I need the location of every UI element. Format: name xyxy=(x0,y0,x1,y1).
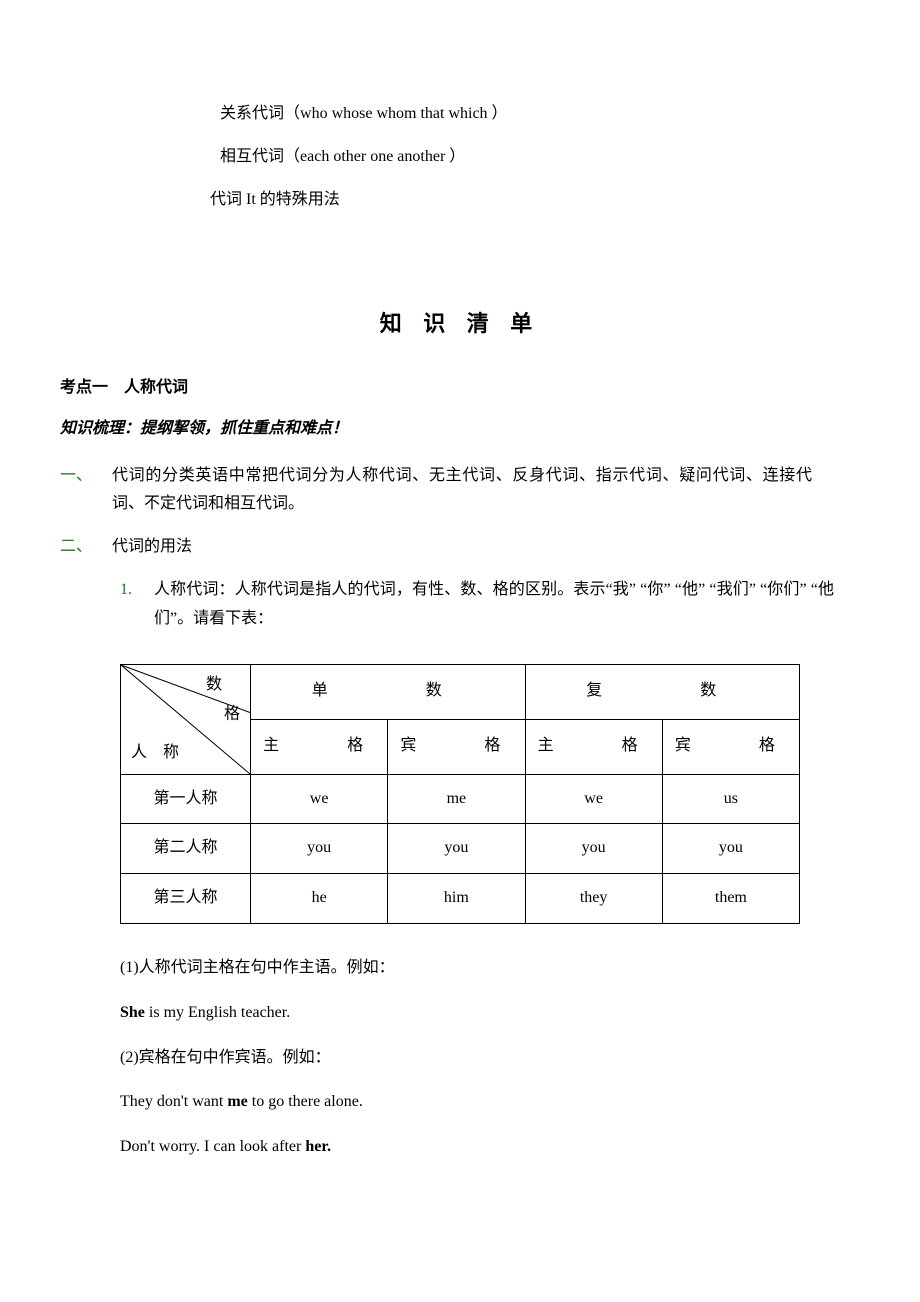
intro-1-cn: 关系代词（ xyxy=(220,105,300,122)
list-body-2: 代词的用法 xyxy=(112,533,812,562)
cell-c3: they xyxy=(525,874,662,924)
diag-header-cell: 数 格 人 称 xyxy=(121,664,251,774)
cell-c2: you xyxy=(388,824,525,874)
intro-2-cn: 相互代词（ xyxy=(220,148,300,165)
para-5: Don't worry. I can look after her. xyxy=(120,1133,860,1162)
para-4-c: to go there alone. xyxy=(248,1093,363,1110)
cell-c3: we xyxy=(525,774,662,824)
intro-2-en: each other one another xyxy=(300,148,449,165)
intro-line-2: 相互代词（each other one another ） xyxy=(220,143,860,172)
intro-line-1: 关系代词（who whose whom that which ） xyxy=(220,100,860,129)
table-row: 第二人称 you you you you xyxy=(121,824,800,874)
table-row: 第一人称 we me we us xyxy=(121,774,800,824)
th-plural: 复 数 xyxy=(525,664,800,719)
cell-person: 第三人称 xyxy=(121,874,251,924)
th-zhu-1: 主 格 xyxy=(251,719,388,774)
list-body-1: 代词的分类英语中常把代词分为人称代词、无主代词、反身代词、指示代词、疑问代词、连… xyxy=(112,462,812,520)
intro-1-en: who whose whom that which xyxy=(300,105,492,122)
intro-3-c: 的特殊用法 xyxy=(260,191,340,208)
para-4-bold: me xyxy=(227,1093,247,1110)
intro-3-a: 代词 xyxy=(210,191,246,208)
cell-c2: him xyxy=(388,874,525,924)
intro-3-b: It xyxy=(246,191,260,208)
th-bin-2: 宾 格 xyxy=(662,719,799,774)
list-item-1: 一、 代词的分类英语中常把代词分为人称代词、无主代词、反身代词、指示代词、疑问代… xyxy=(60,462,860,520)
th-bin-1: 宾 格 xyxy=(388,719,525,774)
th-zhu-2: 主 格 xyxy=(525,719,662,774)
cell-c4: you xyxy=(662,824,799,874)
cell-person: 第一人称 xyxy=(121,774,251,824)
table-row: 第三人称 he him they them xyxy=(121,874,800,924)
para-1: (1)人称代词主格在句中作主语。例如： xyxy=(120,954,860,983)
shuli-heading: 知识梳理：提纲挈领，抓住重点和难点！ xyxy=(60,415,860,444)
intro-2-close: ） xyxy=(449,148,465,165)
cell-c4: them xyxy=(662,874,799,924)
intro-1-close: ） xyxy=(492,105,508,122)
cell-c2: me xyxy=(388,774,525,824)
sub-body-1: 人称代词：人称代词是指人的代词，有性、数、格的区别。表示“我” “你” “他” … xyxy=(154,576,834,634)
diag-mid-label: 格 xyxy=(224,700,240,729)
intro-line-3: 代词 It 的特殊用法 xyxy=(210,186,860,215)
th-singular: 单 数 xyxy=(251,664,526,719)
para-4-a: They don't want xyxy=(120,1093,227,1110)
para-5-bold: her. xyxy=(305,1138,331,1155)
list-item-2: 二、 代词的用法 xyxy=(60,533,860,562)
cell-c4: us xyxy=(662,774,799,824)
list-label-1: 一、 xyxy=(60,462,108,491)
cell-c1: we xyxy=(251,774,388,824)
list-label-2: 二、 xyxy=(60,533,108,562)
para-2-rest: is my English teacher. xyxy=(145,1004,290,1021)
para-3: (2)宾格在句中作宾语。例如： xyxy=(120,1044,860,1073)
diag-bot-label: 人 称 xyxy=(131,739,185,768)
sub-item-1: 1. 人称代词：人称代词是指人的代词，有性、数、格的区别。表示“我” “你” “… xyxy=(120,576,860,634)
para-2-bold: She xyxy=(120,1004,145,1021)
cell-c3: you xyxy=(525,824,662,874)
para-4: They don't want me to go there alone. xyxy=(120,1088,860,1117)
cell-person: 第二人称 xyxy=(121,824,251,874)
para-5-a: Don't worry. I can look after xyxy=(120,1138,305,1155)
cell-c1: you xyxy=(251,824,388,874)
section-title: 知 识 清 单 xyxy=(60,304,860,344)
kaodian-heading: 考点一 人称代词 xyxy=(60,374,860,403)
pronoun-table: 数 格 人 称 单 数 复 数 主 格 宾 格 主 格 宾 格 第一人称 we … xyxy=(120,664,800,924)
cell-c1: he xyxy=(251,874,388,924)
para-2: She is my English teacher. xyxy=(120,999,860,1028)
diag-top-label: 数 xyxy=(206,671,236,700)
sub-label-1: 1. xyxy=(120,576,150,605)
